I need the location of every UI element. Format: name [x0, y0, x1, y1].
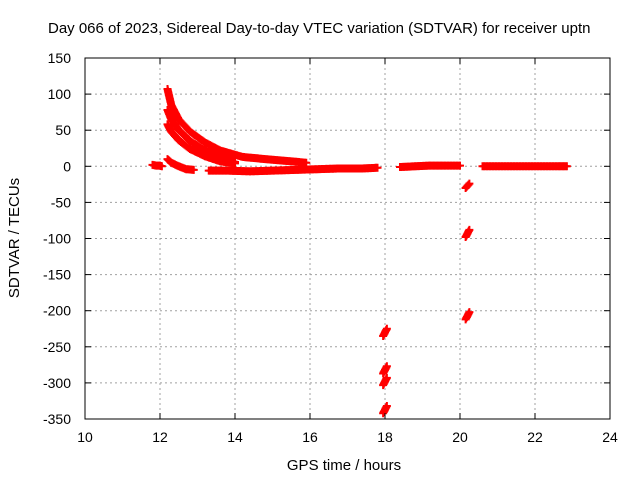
data-point: [189, 165, 198, 174]
data-point: [465, 225, 474, 234]
data-point: [373, 163, 382, 172]
series-decay-arc-1: [163, 85, 311, 167]
data-point: [562, 162, 571, 171]
x-tick-label: 18: [377, 429, 393, 445]
data-point: [302, 158, 311, 167]
grid-lines: [85, 58, 610, 419]
y-tick-label: -150: [43, 267, 71, 283]
series-arc-near-zero-early: [148, 160, 166, 171]
x-tick-label: 12: [152, 429, 168, 445]
data-point: [157, 162, 166, 171]
y-tick-label: 150: [48, 50, 72, 66]
x-tick-label: 22: [527, 429, 543, 445]
y-axis-title: SDTVAR / TECUs: [6, 178, 23, 298]
data-point: [382, 362, 391, 371]
series-spike-18-d: [379, 402, 391, 418]
y-tick-label: -200: [43, 303, 71, 319]
series-decay-arc-3: [163, 120, 239, 168]
x-tick-label: 14: [227, 429, 243, 445]
data-point: [465, 308, 474, 317]
axis-ticks: 10 12 14 16 18 20 22 24 150 100 50 0 -50 -100 -150 -200…: [43, 50, 618, 445]
data-point: [382, 402, 391, 411]
x-tick-label: 20: [452, 429, 468, 445]
y-tick-label: 50: [55, 122, 71, 138]
data-point: [231, 159, 239, 168]
y-tick-label: -100: [43, 231, 71, 247]
chart-title: Day 066 of 2023, Sidereal Day-to-day VTE…: [48, 20, 590, 37]
series-arc-12-13-low: [163, 155, 198, 174]
series-baseline-20-23: [478, 162, 571, 171]
data-point: [465, 179, 474, 188]
series-spike-18-a: [379, 324, 391, 340]
y-tick-label: -350: [43, 411, 71, 427]
series-spike-18-c: [379, 373, 391, 390]
series-baseline-13-18: [204, 163, 382, 176]
series-spike-18-b: [379, 362, 391, 378]
x-tick-label: 10: [77, 429, 93, 445]
x-tick-label: 16: [302, 429, 318, 445]
y-tick-label: -300: [43, 375, 71, 391]
data-point: [382, 324, 391, 333]
series-baseline-18-20: [396, 161, 464, 172]
data-point: [382, 373, 391, 382]
data-point: [456, 161, 464, 170]
y-tick-label: -250: [43, 339, 71, 355]
series-spike-20-b: [461, 225, 474, 242]
x-tick-label: 24: [602, 429, 618, 445]
y-tick-label: 0: [63, 158, 71, 174]
data-points: [148, 85, 571, 418]
y-tick-label: -50: [51, 194, 71, 210]
y-tick-label: 100: [48, 86, 72, 102]
x-axis-title: GPS time / hours: [287, 457, 401, 474]
series-spike-20-c: [461, 308, 474, 324]
series-spike-20-a: [461, 179, 474, 192]
